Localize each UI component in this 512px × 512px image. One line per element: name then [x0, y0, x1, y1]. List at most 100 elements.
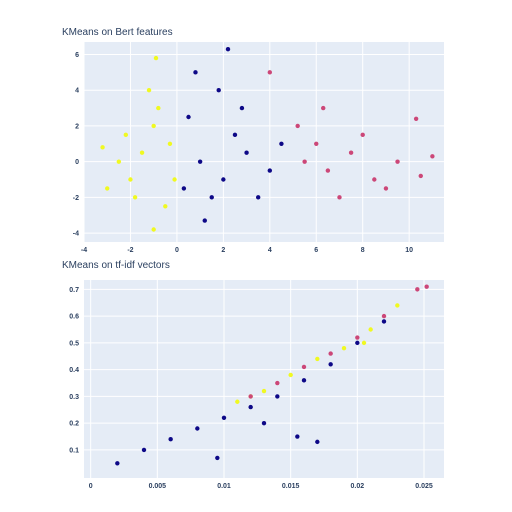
data-point — [301, 378, 307, 383]
x-tick-label: 8 — [361, 247, 365, 254]
data-point — [295, 123, 300, 129]
y-tick-label: -2 — [73, 195, 79, 202]
x-tick-label: 10 — [405, 247, 413, 254]
chart-1-y-ticks: -4 -2 0 2 4 6 — [73, 52, 79, 238]
data-point — [368, 327, 373, 332]
y-tick-label: 0.7 — [69, 287, 79, 294]
series-3 — [248, 284, 429, 399]
x-tick-label: 2 — [221, 247, 225, 254]
data-point — [248, 394, 253, 399]
data-point — [381, 313, 387, 319]
x-tick-label: 0.01 — [217, 483, 231, 490]
chart-2: KMeans on tf-idf vectors 0 0.005 0.01 0.015… — [62, 260, 444, 490]
data-point — [395, 159, 400, 164]
data-point — [261, 388, 267, 394]
data-point — [151, 227, 156, 232]
data-point — [197, 159, 203, 164]
chart-2-plot-area — [84, 280, 444, 478]
x-tick-label: -2 — [127, 247, 133, 254]
data-point — [115, 461, 120, 466]
chart-2-title: KMeans on tf-idf vectors — [62, 260, 170, 271]
chart-1-points — [100, 46, 435, 232]
series-2 — [181, 46, 284, 223]
data-point — [163, 204, 168, 209]
data-point — [314, 141, 319, 146]
data-point — [141, 447, 147, 453]
data-point — [248, 404, 253, 410]
data-point — [195, 426, 200, 431]
series-1 — [115, 319, 387, 466]
data-point — [172, 177, 177, 182]
data-point — [221, 415, 227, 420]
data-point — [275, 380, 280, 386]
x-tick-label: 0.025 — [415, 483, 433, 490]
data-point — [355, 335, 360, 340]
data-point — [116, 159, 122, 164]
y-tick-label: 0.6 — [69, 314, 79, 321]
data-point — [202, 218, 207, 223]
data-point — [321, 105, 326, 111]
data-point — [209, 195, 214, 200]
data-point — [361, 340, 367, 346]
data-point — [100, 145, 105, 150]
data-point — [383, 186, 389, 191]
data-point — [167, 141, 173, 146]
y-tick-label: 0.1 — [69, 447, 79, 454]
x-tick-label: 0.015 — [282, 483, 300, 490]
data-point — [216, 88, 221, 93]
y-tick-label: 6 — [75, 52, 79, 59]
data-point — [267, 70, 273, 75]
x-tick-label: 0 — [89, 483, 93, 490]
data-point — [181, 186, 187, 191]
data-point — [328, 351, 333, 356]
data-point — [337, 195, 342, 200]
data-point — [105, 186, 110, 191]
data-point — [328, 362, 333, 367]
data-point — [413, 116, 419, 121]
x-tick-label: 4 — [268, 247, 272, 254]
data-point — [221, 177, 226, 182]
data-point — [215, 455, 220, 461]
data-point — [255, 195, 261, 200]
y-tick-label: 0.5 — [69, 340, 79, 347]
x-tick-label: 6 — [314, 247, 318, 254]
data-point — [186, 114, 191, 120]
data-point — [424, 284, 429, 289]
x-tick-label: -4 — [81, 247, 87, 254]
data-point — [430, 154, 435, 159]
y-tick-label: 0.3 — [69, 394, 79, 401]
y-tick-label: -4 — [73, 231, 79, 238]
y-tick-label: 0.2 — [69, 421, 79, 428]
data-point — [146, 88, 152, 93]
data-point — [235, 399, 240, 404]
y-tick-label: 2 — [75, 123, 79, 130]
data-point — [415, 287, 420, 292]
data-point — [151, 123, 156, 129]
chart-2-grid — [84, 280, 444, 478]
chart-1: KMeans on Bert features -4 -2 0 2 4 6 8 10 -4 -2… — [62, 27, 444, 254]
data-point — [128, 177, 133, 182]
x-tick-label: 0.02 — [351, 483, 365, 490]
data-point — [156, 105, 161, 111]
data-point — [302, 159, 307, 164]
data-point — [315, 356, 320, 362]
y-tick-label: 0 — [75, 159, 79, 166]
data-point — [279, 141, 284, 146]
data-point — [372, 177, 377, 182]
chart-1-x-ticks: -4 -2 0 2 4 6 8 10 — [81, 247, 413, 254]
data-point — [355, 340, 360, 346]
data-point — [239, 105, 245, 111]
data-point — [381, 319, 387, 324]
data-point — [123, 132, 129, 138]
data-point — [315, 439, 320, 445]
data-point — [395, 303, 400, 308]
data-point — [139, 150, 145, 155]
data-point — [267, 168, 273, 173]
data-point — [360, 132, 365, 138]
chart-1-title: KMeans on Bert features — [62, 27, 173, 38]
data-point — [418, 173, 423, 179]
data-point — [295, 434, 300, 439]
data-point — [261, 420, 267, 426]
data-point — [232, 132, 238, 138]
data-point — [225, 46, 231, 52]
